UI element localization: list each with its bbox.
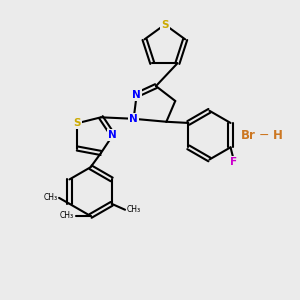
Text: CH₃: CH₃	[60, 212, 74, 220]
Text: S: S	[74, 118, 81, 128]
Text: CH₃: CH₃	[44, 194, 58, 202]
Text: F: F	[230, 157, 237, 167]
Text: Br: Br	[241, 129, 256, 142]
Text: −: −	[259, 129, 270, 142]
Text: CH₃: CH₃	[127, 205, 141, 214]
Text: S: S	[161, 20, 169, 30]
Text: N: N	[109, 130, 117, 140]
Text: H: H	[273, 129, 283, 142]
Text: N: N	[132, 90, 141, 100]
Text: N: N	[129, 114, 138, 124]
